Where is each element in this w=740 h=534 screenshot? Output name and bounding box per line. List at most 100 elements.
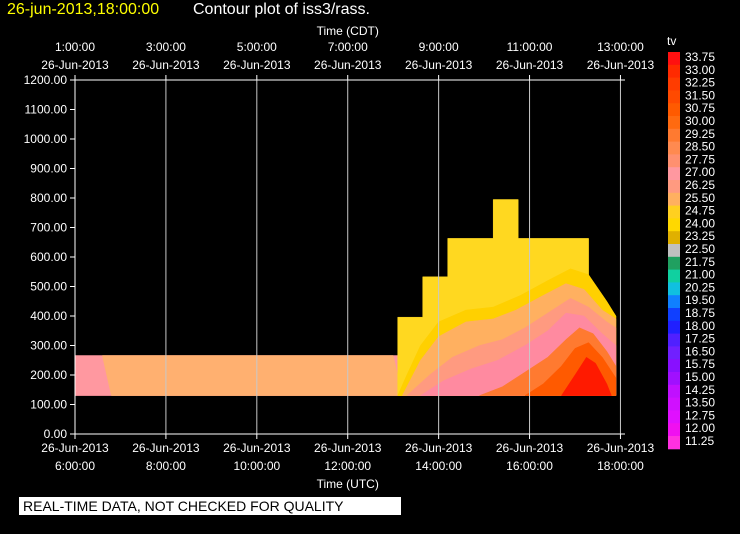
y-tick-label: 0.00 xyxy=(44,427,68,441)
colorbar-level-label: 21.75 xyxy=(685,255,715,269)
colorbar-swatch xyxy=(668,116,680,130)
colorbar-level-label: 16.50 xyxy=(685,344,715,358)
top-tick-time: 11:00:00 xyxy=(507,40,553,54)
y-tick-label: 1000.00 xyxy=(24,132,68,146)
quality-banner: REAL-TIME DATA, NOT CHECKED FOR QUALITY xyxy=(19,497,401,515)
colorbar-swatch xyxy=(668,231,680,245)
y-tick-label: 1200.00 xyxy=(24,73,68,87)
colorbar-level-label: 15.75 xyxy=(685,357,715,371)
colorbar-swatch xyxy=(668,308,680,322)
colorbar-level-label: 17.25 xyxy=(685,332,715,346)
top-axis-label: Time (CDT) xyxy=(317,24,379,38)
y-tick-label: 800.00 xyxy=(30,191,67,205)
x-tick-time: 8:00:00 xyxy=(146,459,186,473)
colorbar-swatch xyxy=(668,192,680,207)
colorbar-swatch xyxy=(668,359,680,373)
y-tick-label: 900.00 xyxy=(30,162,67,176)
colorbar-level-label: 23.25 xyxy=(685,229,715,243)
top-tick-date: 26-Jun-2013 xyxy=(496,58,564,72)
colorbar-swatch xyxy=(668,205,680,219)
colorbar-level-label: 20.25 xyxy=(685,280,715,294)
tick-labels: 0.00 100.00 200.00 300.00 400.00 500.00 600.00… xyxy=(24,24,655,491)
colorbar-level-label: 26.25 xyxy=(685,178,715,192)
top-tick-date: 26-Jun-2013 xyxy=(587,58,655,72)
colorbar-level-label: 22.50 xyxy=(685,242,715,256)
top-tick-time: 3:00:00 xyxy=(146,40,186,54)
colorbar-level-label: 27.00 xyxy=(685,165,715,179)
x-tick-time: 18:00:00 xyxy=(597,459,644,473)
x-tick-time: 14:00:00 xyxy=(415,459,462,473)
colorbar-level-label: 18.00 xyxy=(685,319,715,333)
colorbar-swatch xyxy=(668,180,680,194)
colorbar-swatch xyxy=(668,64,680,79)
colorbar-level-label: 24.00 xyxy=(685,216,715,230)
y-tick-label: 700.00 xyxy=(30,221,67,235)
colorbar-swatch xyxy=(668,244,680,258)
colorbar-level-label: 13.50 xyxy=(685,396,715,410)
top-tick-date: 26-Jun-2013 xyxy=(132,58,200,72)
colorbar-swatch xyxy=(668,320,680,335)
colorbar-level-label: 30.75 xyxy=(685,101,715,115)
colorbar-level-label: 27.75 xyxy=(685,152,715,166)
colorbar-level-label: 18.75 xyxy=(685,306,715,320)
colorbar-level-label: 25.50 xyxy=(685,191,715,205)
y-tick-label: 500.00 xyxy=(30,280,67,294)
colorbar-level-label: 32.25 xyxy=(685,76,715,90)
x-tick-time: 6:00:00 xyxy=(55,459,95,473)
colorbar-swatch xyxy=(668,218,680,232)
top-tick-time: 7:00:00 xyxy=(328,40,368,54)
colorbar-level-label: 12.75 xyxy=(685,408,715,422)
contour-region-salmon xyxy=(101,355,403,396)
colorbar: tv 33.7533.0032.2531.5030.7530.0029.2528.… xyxy=(667,34,715,450)
y-tick-label: 400.00 xyxy=(30,309,67,323)
colorbar-swatch xyxy=(668,436,680,450)
colorbar-swatch xyxy=(668,269,680,283)
colorbar-level-label: 19.50 xyxy=(685,293,715,307)
colorbar-swatch xyxy=(668,372,680,386)
colorbar-swatch xyxy=(668,141,680,155)
x-tick-date: 26-Jun-2013 xyxy=(41,441,109,455)
top-tick-date: 26-Jun-2013 xyxy=(223,58,291,72)
title-text: Contour plot of iss3/rass. xyxy=(193,1,370,18)
x-tick-time: 16:00:00 xyxy=(506,459,553,473)
colorbar-swatch xyxy=(668,384,680,399)
top-tick-time: 1:00:00 xyxy=(55,40,95,54)
top-tick-time: 9:00:00 xyxy=(419,40,459,54)
top-tick-date: 26-Jun-2013 xyxy=(41,58,109,72)
top-tick-date: 26-Jun-2013 xyxy=(314,58,382,72)
x-axis-label: Time (UTC) xyxy=(317,477,379,491)
colorbar-swatch xyxy=(668,256,680,271)
colorbar-level-label: 28.50 xyxy=(685,140,715,154)
x-tick-date: 26-Jun-2013 xyxy=(132,441,200,455)
y-tick-label: 600.00 xyxy=(30,250,67,264)
colorbar-swatch xyxy=(668,52,680,66)
y-tick-label: 300.00 xyxy=(30,339,67,353)
colorbar-level-label: 24.75 xyxy=(685,204,715,218)
colorbar-swatch xyxy=(668,423,680,437)
x-tick-date: 26-Jun-2013 xyxy=(587,441,655,455)
colorbar-swatch xyxy=(668,77,680,91)
x-tick-date: 26-Jun-2013 xyxy=(314,441,382,455)
x-tick-date: 26-Jun-2013 xyxy=(496,441,564,455)
colorbar-level-label: 12.00 xyxy=(685,421,715,435)
contour-region-red xyxy=(560,356,612,396)
top-tick-date: 26-Jun-2013 xyxy=(405,58,473,72)
contour-regions xyxy=(74,199,617,396)
colorbar-swatch xyxy=(668,282,680,296)
colorbar-level-label: 11.25 xyxy=(685,434,714,448)
colorbar-swatch xyxy=(668,333,680,347)
y-tick-label: 1100.00 xyxy=(25,103,68,117)
colorbar-level-label: 31.50 xyxy=(685,88,715,102)
colorbar-level-label: 15.00 xyxy=(685,370,715,384)
colorbar-swatch xyxy=(668,346,680,360)
colorbar-level-label: 33.75 xyxy=(685,50,715,64)
colorbar-level-label: 14.25 xyxy=(685,383,715,397)
x-tick-date: 26-Jun-2013 xyxy=(405,441,473,455)
x-tick-time: 12:00:00 xyxy=(324,459,371,473)
x-tick-date: 26-Jun-2013 xyxy=(223,441,291,455)
colorbar-level-label: 21.00 xyxy=(685,268,715,282)
colorbar-swatch xyxy=(668,295,680,309)
top-tick-time: 5:00:00 xyxy=(237,40,277,54)
colorbar-level-label: 30.00 xyxy=(685,114,715,128)
